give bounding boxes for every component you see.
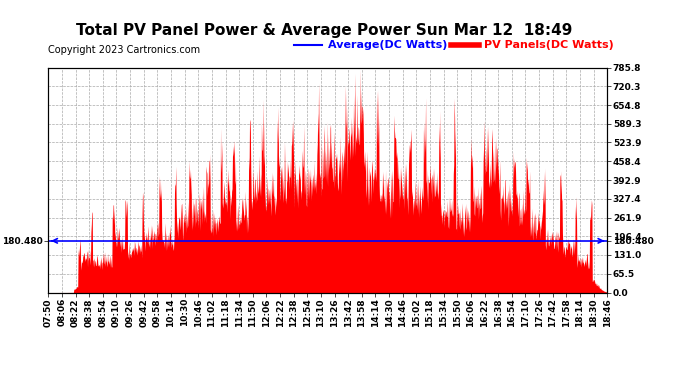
- Text: Total PV Panel Power & Average Power Sun Mar 12  18:49: Total PV Panel Power & Average Power Sun…: [76, 22, 573, 38]
- Text: Average(DC Watts): Average(DC Watts): [328, 40, 447, 50]
- Text: Copyright 2023 Cartronics.com: Copyright 2023 Cartronics.com: [48, 45, 200, 55]
- Text: PV Panels(DC Watts): PV Panels(DC Watts): [484, 40, 614, 50]
